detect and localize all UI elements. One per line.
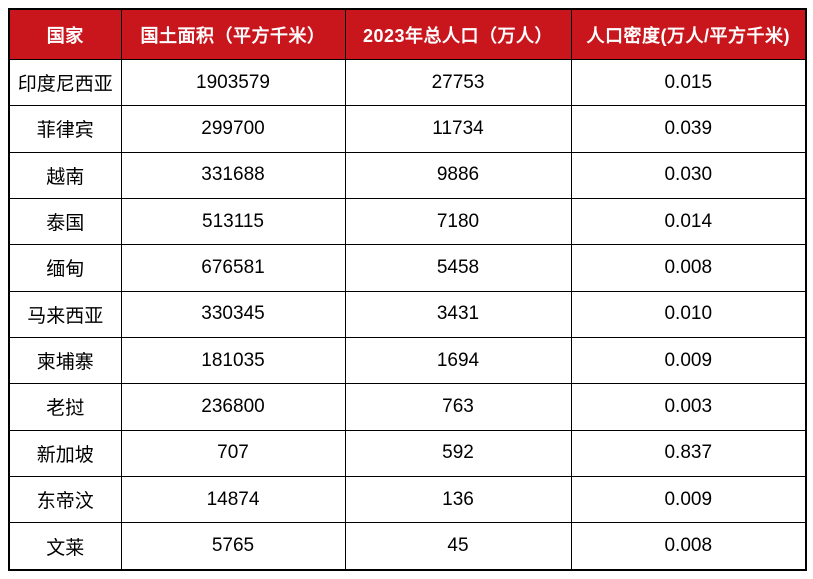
value-cell: 5458 <box>344 244 572 292</box>
header-country: 国家 <box>8 8 122 60</box>
value-cell: 0.014 <box>570 197 807 246</box>
country-cell: 缅甸 <box>8 244 122 292</box>
country-cell: 老挝 <box>8 383 122 431</box>
country-cell: 马来西亚 <box>8 290 122 338</box>
table-body: 印度尼西亚 1903579 27753 0.015 菲律宾 299700 11734 0.03… <box>8 58 807 571</box>
country-cell: 印度尼西亚 <box>8 58 122 107</box>
value-cell: 0.009 <box>570 336 807 385</box>
country-cell: 柬埔寨 <box>8 336 122 385</box>
value-cell: 0.008 <box>570 522 807 571</box>
value-cell: 0.010 <box>570 290 807 338</box>
country-cell: 菲律宾 <box>8 105 122 153</box>
country-cell: 东帝汶 <box>8 475 122 524</box>
value-cell: 707 <box>120 429 346 477</box>
header-row: 国家 国土面积（平方千米） 2023年总人口（万人） 人口密度(万人/平方千米) <box>8 8 807 60</box>
value-cell: 0.015 <box>570 58 807 107</box>
value-cell: 136 <box>344 475 572 524</box>
table-row: 文莱 5765 45 0.008 <box>8 522 807 571</box>
value-cell: 330345 <box>120 290 346 338</box>
table-row: 柬埔寨 181035 1694 0.009 <box>8 336 807 385</box>
value-cell: 0.003 <box>570 383 807 431</box>
value-cell: 3431 <box>344 290 572 338</box>
country-cell: 文莱 <box>8 522 122 571</box>
value-cell: 14874 <box>120 475 346 524</box>
value-cell: 236800 <box>120 383 346 431</box>
header-population-density: 人口密度(万人/平方千米) <box>570 8 807 60</box>
table-row: 印度尼西亚 1903579 27753 0.015 <box>8 58 807 107</box>
table-row: 越南 331688 9886 0.030 <box>8 151 807 199</box>
value-cell: 11734 <box>344 105 572 153</box>
country-data-table: 国家 国土面积（平方千米） 2023年总人口（万人） 人口密度(万人/平方千米)… <box>8 8 807 571</box>
country-cell: 泰国 <box>8 197 122 246</box>
value-cell: 1903579 <box>120 58 346 107</box>
value-cell: 763 <box>344 383 572 431</box>
table-row: 缅甸 676581 5458 0.008 <box>8 244 807 292</box>
value-cell: 27753 <box>344 58 572 107</box>
header-population-2023: 2023年总人口（万人） <box>344 8 572 60</box>
country-cell: 越南 <box>8 151 122 199</box>
value-cell: 592 <box>344 429 572 477</box>
table-row: 新加坡 707 592 0.837 <box>8 429 807 477</box>
value-cell: 45 <box>344 522 572 571</box>
value-cell: 0.030 <box>570 151 807 199</box>
value-cell: 0.837 <box>570 429 807 477</box>
value-cell: 513115 <box>120 197 346 246</box>
table-row: 东帝汶 14874 136 0.009 <box>8 475 807 524</box>
value-cell: 0.039 <box>570 105 807 153</box>
value-cell: 9886 <box>344 151 572 199</box>
value-cell: 7180 <box>344 197 572 246</box>
table-header: 国家 国土面积（平方千米） 2023年总人口（万人） 人口密度(万人/平方千米) <box>8 8 807 60</box>
header-land-area: 国土面积（平方千米） <box>120 8 346 60</box>
value-cell: 181035 <box>120 336 346 385</box>
value-cell: 299700 <box>120 105 346 153</box>
value-cell: 0.008 <box>570 244 807 292</box>
table-row: 老挝 236800 763 0.003 <box>8 383 807 431</box>
table-row: 泰国 513115 7180 0.014 <box>8 197 807 246</box>
value-cell: 331688 <box>120 151 346 199</box>
value-cell: 0.009 <box>570 475 807 524</box>
value-cell: 5765 <box>120 522 346 571</box>
table-row: 菲律宾 299700 11734 0.039 <box>8 105 807 153</box>
country-cell: 新加坡 <box>8 429 122 477</box>
value-cell: 676581 <box>120 244 346 292</box>
table-row: 马来西亚 330345 3431 0.010 <box>8 290 807 338</box>
value-cell: 1694 <box>344 336 572 385</box>
